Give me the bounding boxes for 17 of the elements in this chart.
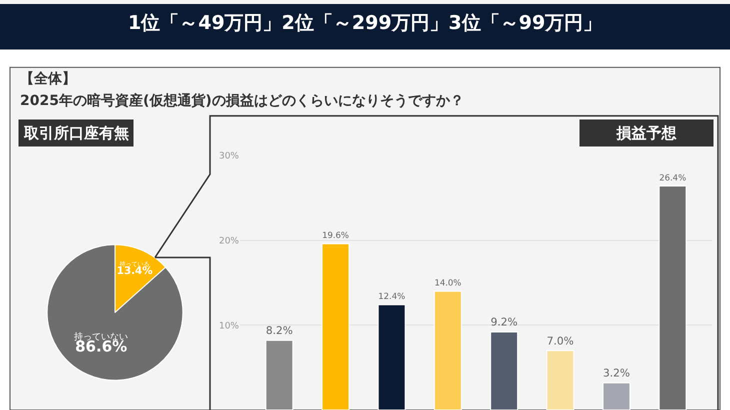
data-label: 9.2% xyxy=(490,316,518,329)
chart-title: 損益予想 xyxy=(616,124,678,142)
data-label: 14.0% xyxy=(434,278,462,288)
text: 【全体】 xyxy=(20,71,76,87)
text: 2025年の暗号資産(仮想通貨)の損益はどのくらいになりそうですか？ xyxy=(20,92,464,109)
data-label: 19.6% xyxy=(322,230,349,240)
text: 1位「～49万円」2位「～299万円」3位「～99万円」 xyxy=(128,12,602,34)
y-tick-label: 10% xyxy=(218,321,240,332)
data-label: 26.4% xyxy=(659,172,686,182)
data-label: 8.2% xyxy=(266,324,293,338)
data-label: 7.0% xyxy=(546,334,574,348)
pie-slice xyxy=(46,244,184,381)
chart-title: 取引所口座有無 xyxy=(23,124,129,142)
data-label: 3.2% xyxy=(602,366,630,380)
y-tick-label: 20% xyxy=(218,236,240,246)
y-tick-label: 30% xyxy=(218,152,240,162)
data-label: 12.4% xyxy=(378,291,406,302)
